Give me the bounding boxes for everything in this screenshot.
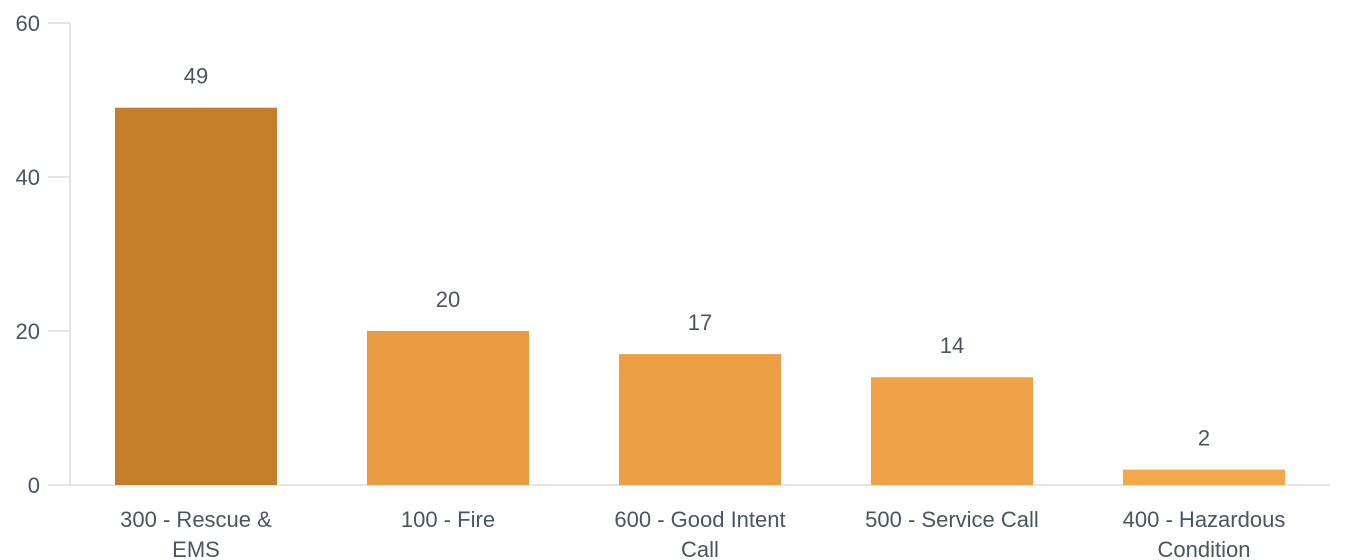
y-tick-label: 0 xyxy=(28,473,40,498)
bar xyxy=(115,107,277,485)
x-tick-label: 300 - Rescue & EMS xyxy=(120,507,272,560)
data-label: 49 xyxy=(184,64,208,89)
bar xyxy=(619,354,781,485)
bar xyxy=(367,331,529,485)
y-tick-label: 40 xyxy=(16,165,40,190)
data-label: 20 xyxy=(436,287,460,312)
bar xyxy=(1123,469,1285,485)
data-label: 17 xyxy=(688,310,712,335)
bar xyxy=(871,377,1033,485)
y-tick-label: 60 xyxy=(16,11,40,36)
x-tick-label: 500 - Service Call xyxy=(865,507,1039,532)
x-tick-label: 100 - Fire xyxy=(401,507,495,532)
x-tick-label: 400 - Hazardous Condition xyxy=(1123,507,1286,560)
x-tick-label: 600 - Good Intent Call xyxy=(614,507,785,560)
y-tick-label: 20 xyxy=(16,319,40,344)
data-label: 2 xyxy=(1198,426,1210,451)
data-label: 14 xyxy=(940,333,964,358)
